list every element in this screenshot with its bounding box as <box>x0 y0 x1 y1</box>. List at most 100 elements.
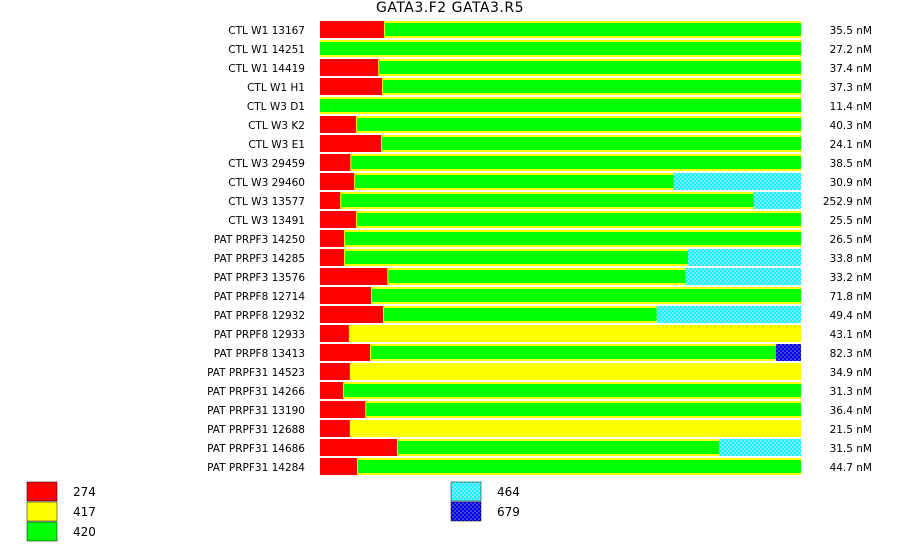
concentration-label: 37.4 nM <box>830 63 872 75</box>
bar-green-segment <box>351 156 801 169</box>
concentration-label: 44.7 nM <box>830 462 872 474</box>
row-label: CTL W3 13491 <box>228 215 305 227</box>
bar-rows: CTL W1 13167 35.5 nM CTL W1 14251 27.2 nM CT… <box>207 21 872 475</box>
concentration-label: 43.1 nM <box>830 329 872 341</box>
row-label: CTL W3 D1 <box>247 101 305 113</box>
bar-red-segment <box>320 249 345 266</box>
row-label: PAT PRPF8 12933 <box>214 329 305 341</box>
legend-swatch <box>26 481 58 502</box>
row-label: PAT PRPF8 12714 <box>214 291 306 303</box>
bar-row: CTL W3 K2 40.3 nM <box>248 116 872 133</box>
bar-green-segment <box>371 289 801 302</box>
legend-label: 274 <box>73 485 96 499</box>
bar-cyan-segment <box>687 249 801 266</box>
concentration-label: 35.5 nM <box>830 25 872 37</box>
concentration-label: 40.3 nM <box>830 120 872 132</box>
row-label: CTL W3 29460 <box>228 177 305 189</box>
bar-green-segment <box>344 384 801 397</box>
concentration-label: 24.1 nM <box>830 139 872 151</box>
row-label: PAT PRPF3 14285 <box>214 253 305 265</box>
concentration-label: 30.9 nM <box>830 177 872 189</box>
row-label: CTL W1 14419 <box>228 63 305 75</box>
bar-red-segment <box>320 458 358 475</box>
bar-red-segment <box>320 211 357 228</box>
bar-row: PAT PRPF31 13190 36.4 nM <box>207 401 872 418</box>
bar-row: CTL W3 29460 30.9 nM <box>228 173 872 190</box>
bar-red-segment <box>320 325 349 342</box>
row-label: PAT PRPF31 13190 <box>207 405 305 417</box>
concentration-label: 33.8 nM <box>830 253 872 265</box>
row-label: CTL W1 13167 <box>228 25 305 37</box>
bar-row: CTL W3 D1 11.4 nM <box>247 97 872 114</box>
row-label: PAT PRPF8 12932 <box>214 310 305 322</box>
bar-red-segment <box>320 21 384 38</box>
bar-green-segment <box>383 308 657 321</box>
row-label: CTL W1 H1 <box>247 82 305 94</box>
bar-yellow-segment <box>320 325 801 342</box>
bar-red-segment <box>320 363 350 380</box>
bar-red-segment <box>320 344 371 361</box>
concentration-label: 252.9 nM <box>823 196 872 208</box>
row-label: CTL W3 K2 <box>248 120 305 132</box>
bar-green-segment <box>388 270 686 283</box>
bar-cyan-segment <box>656 306 801 323</box>
row-label: CTL W3 29459 <box>228 158 305 170</box>
bar-red-segment <box>320 382 344 399</box>
legend-swatch <box>26 501 58 522</box>
row-label: CTL W3 E1 <box>248 139 305 151</box>
bar-red-segment <box>320 306 384 323</box>
concentration-label: 82.3 nM <box>830 348 872 360</box>
legend-item: 274 <box>26 481 96 502</box>
row-label: CTL W3 13577 <box>228 196 305 208</box>
concentration-label: 37.3 nM <box>830 82 872 94</box>
chart-title: GATA3.F2 GATA3.R5 <box>375 0 525 16</box>
bar-row: CTL W1 13167 35.5 nM <box>228 21 872 38</box>
bar-cyan-segment <box>673 173 801 190</box>
legend-label: 464 <box>497 485 520 499</box>
bar-yellow-segment <box>320 420 801 437</box>
row-label: PAT PRPF3 14250 <box>214 234 305 246</box>
bar-red-segment <box>320 59 379 76</box>
bar-row: PAT PRPF8 12932 49.4 nM <box>214 306 872 323</box>
legend: 274 417 420 464 679 <box>26 481 520 542</box>
bar-green-segment <box>370 346 776 359</box>
row-label: PAT PRPF8 13413 <box>214 348 305 360</box>
bar-green-segment <box>397 441 720 454</box>
row-label: CTL W1 14251 <box>228 44 305 56</box>
concentration-label: 27.2 nM <box>830 44 872 56</box>
bar-green-segment <box>320 42 801 55</box>
bar-green-segment <box>345 251 688 264</box>
bar-row: CTL W3 13491 25.5 nM <box>228 211 872 228</box>
concentration-label: 36.4 nM <box>830 405 872 417</box>
bar-red-segment <box>320 439 397 456</box>
bar-yellow-segment <box>320 363 801 380</box>
legend-item: 420 <box>26 521 96 542</box>
bar-cyan-segment <box>719 439 801 456</box>
concentration-label: 11.4 nM <box>830 101 872 113</box>
concentration-label: 34.9 nM <box>830 367 872 379</box>
bar-green-segment <box>384 23 801 36</box>
bar-row: CTL W1 14419 37.4 nM <box>228 59 872 76</box>
bar-row: CTL W3 29459 38.5 nM <box>228 154 872 171</box>
bar-green-segment <box>357 213 801 226</box>
row-label: PAT PRPF31 14266 <box>207 386 305 398</box>
bar-cyan-segment <box>685 268 801 285</box>
bar-green-segment <box>357 118 801 131</box>
legend-swatch <box>450 501 482 522</box>
bar-row: CTL W1 H1 37.3 nM <box>247 78 872 95</box>
legend-label: 679 <box>497 505 520 519</box>
bar-row: PAT PRPF31 14523 34.9 nM <box>207 363 872 380</box>
bar-row: PAT PRPF3 14285 33.8 nM <box>214 249 872 266</box>
bar-row: PAT PRPF8 13413 82.3 nM <box>214 344 872 361</box>
bar-green-segment <box>366 403 801 416</box>
bar-red-segment <box>320 192 341 209</box>
concentration-label: 31.3 nM <box>830 386 872 398</box>
legend-item: 417 <box>26 501 96 522</box>
legend-item: 679 <box>450 501 520 522</box>
bar-green-segment <box>357 460 801 473</box>
bar-red-segment <box>320 116 357 133</box>
bar-row: PAT PRPF31 14686 31.5 nM <box>207 439 872 456</box>
bar-green-segment <box>345 232 801 245</box>
legend-item: 464 <box>450 481 520 502</box>
